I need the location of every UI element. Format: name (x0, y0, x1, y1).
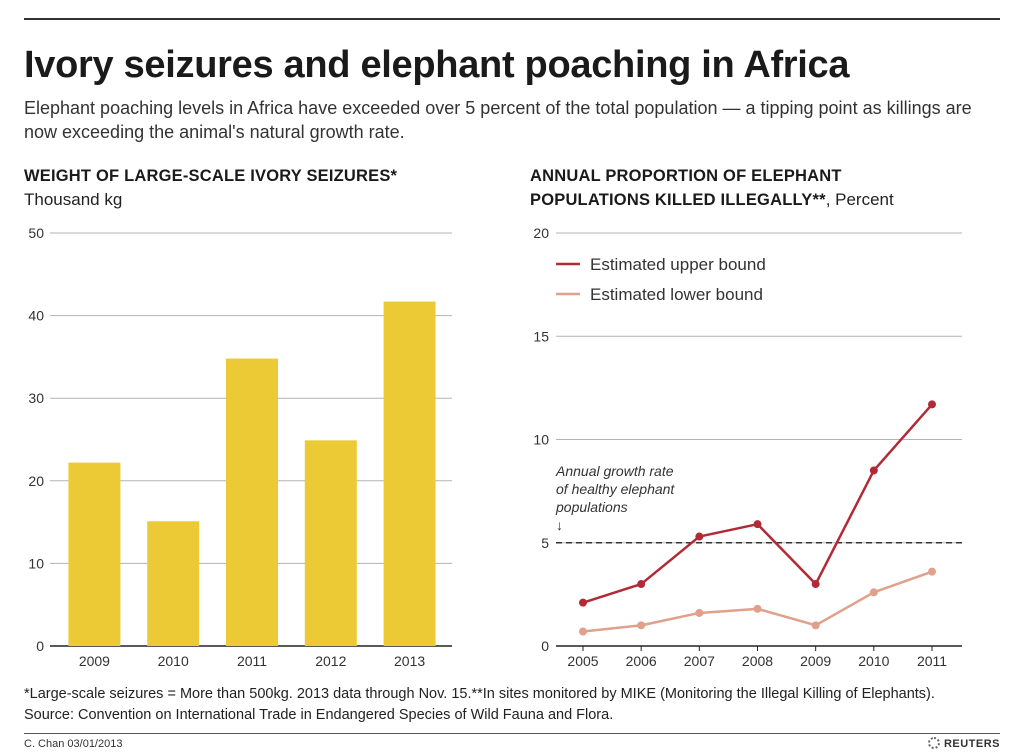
bar-y-tick-label: 40 (28, 308, 44, 324)
series-line-upper (582, 403, 933, 604)
line-x-tick-label: 2006 (626, 653, 657, 669)
bar-y-tick-label: 20 (28, 473, 44, 489)
series-point-upper (579, 598, 587, 607)
bar-2013 (383, 301, 436, 646)
series-point-upper (637, 580, 646, 589)
top-rule (24, 18, 1000, 20)
line-y-tick-label: 0 (541, 638, 549, 654)
series-point-lower (928, 567, 936, 576)
bar-chart-unit: Thousand kg (24, 190, 123, 209)
series-point-lower (753, 604, 762, 613)
bar-x-tick-label: 2010 (158, 653, 189, 669)
growth-rate-annotation: of healthy elephant (556, 481, 675, 497)
bar-x-tick-label: 2011 (237, 653, 267, 669)
line-x-tick-label: 2009 (800, 653, 831, 669)
bar-y-tick-label: 30 (28, 390, 44, 406)
bar-2011 (226, 358, 278, 646)
bar-y-tick-label: 10 (28, 555, 44, 571)
reuters-logo-icon (927, 737, 940, 749)
bar-2009 (68, 462, 121, 646)
bar-y-tick-label: 50 (28, 225, 44, 241)
series-point-lower (579, 627, 587, 636)
series-point-upper (753, 520, 762, 529)
page-title: Ivory seizures and elephant poaching in … (24, 44, 850, 86)
series-point-upper (869, 466, 878, 475)
series-point-lower (869, 588, 878, 597)
legend-label-lower: Estimated lower bound (590, 285, 763, 304)
footnote: *Large-scale seizures = More than 500kg.… (24, 684, 1014, 726)
line-chart-heading: ANNUAL PROPORTION OF ELEPHANT POPULATION… (530, 164, 894, 212)
footnote-definitions: *Large-scale seizures = More than 500kg.… (24, 686, 935, 702)
line-x-tick-label: 2008 (742, 653, 773, 669)
bottom-rule (24, 733, 1000, 734)
series-line-lower (582, 570, 933, 633)
series-point-lower (695, 608, 704, 617)
bar-x-tick-label: 2012 (315, 653, 346, 669)
footnote-source: Source: Convention on International Trad… (24, 707, 614, 723)
legend-label-upper: Estimated upper bound (590, 255, 766, 274)
series-point-upper (695, 532, 704, 541)
line-x-tick-label: 2007 (684, 653, 715, 669)
brand-name: REUTERS (943, 738, 1000, 750)
line-chart-title-line1: ANNUAL PROPORTION OF ELEPHANT (530, 167, 842, 185)
growth-rate-annotation: populations (555, 499, 628, 515)
series-point-upper (928, 400, 936, 409)
line-x-tick-label: 2011 (917, 653, 947, 669)
line-y-tick-label: 15 (533, 328, 549, 344)
bar-chart-title: WEIGHT OF LARGE-SCALE IVORY SEIZURES* (24, 167, 398, 185)
bar-x-tick-label: 2009 (79, 653, 110, 669)
line-y-tick-label: 20 (533, 225, 549, 241)
line-y-tick-label: 5 (541, 535, 549, 551)
growth-rate-annotation: ↓ (556, 517, 563, 533)
series-point-lower (637, 621, 646, 630)
brand-logo: REUTERS (927, 737, 1000, 750)
bar-2012 (304, 440, 357, 646)
series-point-upper (811, 580, 820, 589)
bar-y-tick-label: 0 (36, 638, 44, 654)
growth-rate-annotation: Annual growth rate (555, 463, 674, 479)
bar-2010 (147, 521, 200, 646)
line-y-tick-label: 10 (533, 432, 549, 448)
page-subtitle: Elephant poaching levels in Africa have … (24, 98, 972, 142)
bar-chart-heading: WEIGHT OF LARGE-SCALE IVORY SEIZURES* Th… (24, 164, 397, 212)
bar-x-tick-label: 2013 (394, 653, 425, 669)
series-point-lower (811, 621, 820, 630)
line-chart-unit: , Percent (825, 190, 894, 209)
line-x-tick-label: 2005 (567, 653, 598, 669)
line-x-tick-label: 2010 (858, 653, 889, 669)
credit: C. Chan 03/01/2013 (24, 738, 123, 750)
line-chart-title-line2: POPULATIONS KILLED ILLEGALLY** (530, 191, 826, 209)
